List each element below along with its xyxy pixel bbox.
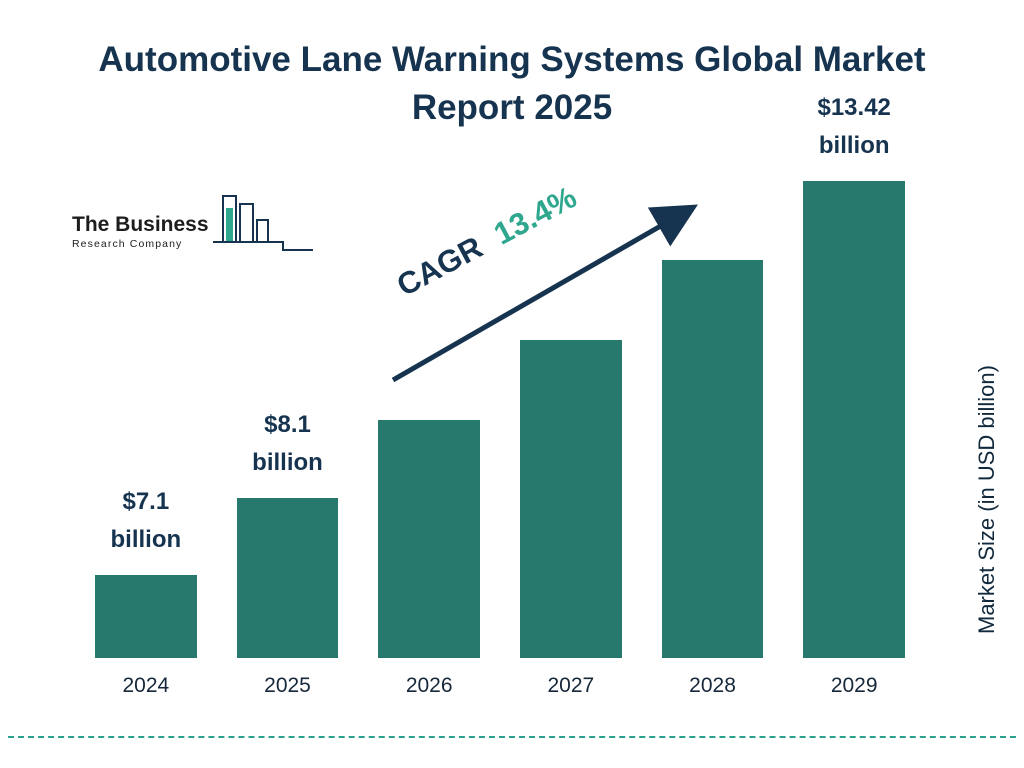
x-tick-label-2028: 2028 [689, 674, 736, 697]
bar-column-2029: $13.42 billion 2029 [803, 89, 906, 700]
logo-name: The Business [72, 213, 209, 236]
logo-bar-chart-icon [212, 195, 313, 251]
company-logo-text: The Business Research Company [72, 213, 209, 258]
x-tick-label-2026: 2026 [405, 674, 453, 697]
value-label-2029: $13.42 billion [817, 94, 891, 159]
bar-2029 [803, 181, 906, 658]
bar-column-2027: 2027 [520, 340, 622, 700]
x-tick-label-2029: 2029 [830, 674, 878, 697]
bar-column-2026: 2026 [378, 420, 481, 700]
bar-2027 [520, 340, 622, 658]
bar-2028 [661, 260, 764, 658]
chart-title: Automotive Lane Warning Systems Global M… [98, 40, 926, 128]
bar-2024 [95, 575, 197, 658]
value-label-2025: $8.1 billion [252, 411, 323, 476]
bottom-dashed-divider [8, 736, 1016, 738]
company-logo: The Business Research Company [72, 192, 317, 258]
trend-arrow-icon [391, 204, 699, 383]
bar-2025 [236, 498, 339, 658]
bar-column-2025: $8.1 billion 2025 [236, 406, 339, 700]
logo-subtitle: Research Company [72, 238, 183, 250]
y-axis-label: Market Size (in USD billion) [974, 365, 999, 635]
x-tick-label-2025: 2025 [264, 674, 311, 697]
bar-column-2024: $7.1 billion 2024 [95, 483, 197, 700]
x-tick-label-2024: 2024 [122, 674, 170, 697]
bar-column-2028: 2028 [661, 260, 764, 700]
bar-2026 [378, 420, 481, 658]
bar-chart: $7.1 billion 2024 $8.1 billion 2025 2026 2027 20… [95, 89, 906, 700]
value-label-2024: $7.1 billion [110, 488, 182, 553]
x-tick-label-2027: 2027 [547, 674, 595, 697]
